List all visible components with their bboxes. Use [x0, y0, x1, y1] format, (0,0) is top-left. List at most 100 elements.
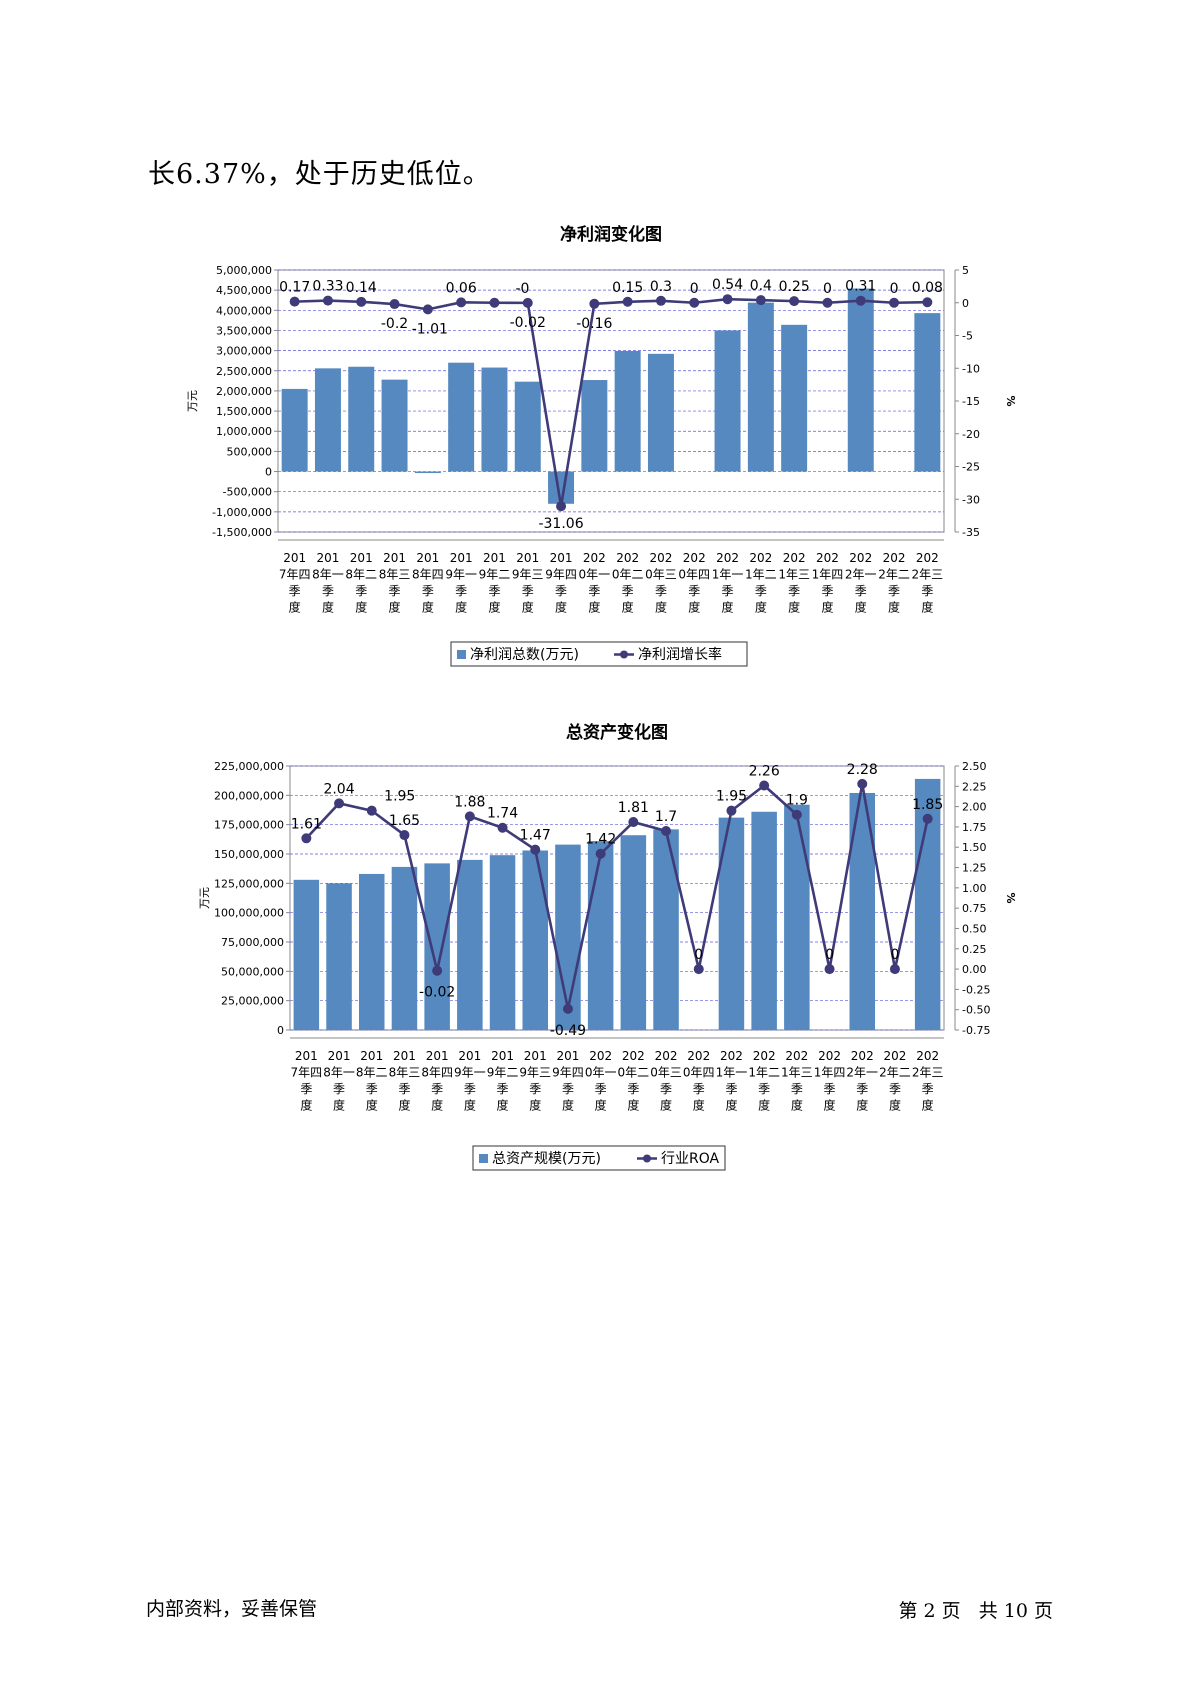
total-assets-chart: 总资产变化图 0 25,000,000 50,000,000 75,000,000 100… [0, 718, 1191, 1188]
legend-line-label: 净利润增长率 [638, 646, 722, 663]
footer-page-number: 第 2 页 共 10 页 [898, 1600, 1053, 1622]
x-tick-label: 202 1年一季度 [712, 551, 744, 615]
data-label: 0 [890, 947, 899, 963]
bar [751, 811, 777, 1030]
bar [747, 302, 774, 472]
line-point [791, 809, 802, 820]
data-label: 0.3 [650, 279, 672, 295]
y2-axis-title: % [1004, 892, 1017, 903]
y2-axis-title: % [1004, 395, 1017, 406]
bar [481, 367, 508, 472]
y2-tick-label: 1.00 [962, 882, 987, 895]
line-point [595, 848, 606, 859]
x-tick-label: 202 1年一季度 [716, 1049, 748, 1113]
data-label: 0.33 [312, 279, 343, 295]
chart-title: 总资产变化图 [566, 722, 668, 743]
x-tick-label: 201 9年二季度 [487, 1049, 519, 1113]
y-tick-label: -1,500,000 [212, 526, 272, 539]
data-label: -0.02 [419, 985, 455, 1001]
y-tick-label: 1,000,000 [216, 425, 272, 438]
y2-tick-label: 2.00 [962, 801, 987, 814]
x-tick-label: 202 1年二季度 [745, 551, 777, 615]
line-point [322, 295, 333, 306]
y2-tick-label: 1.75 [962, 821, 987, 834]
bar [620, 835, 647, 1030]
x-tick-label: 202 1年三季度 [781, 1049, 813, 1113]
x-tick-label: 201 9年四季度 [545, 551, 577, 615]
line-point [628, 817, 639, 828]
bar [348, 366, 375, 472]
y-tick-label: 75,000,000 [221, 936, 284, 949]
x-tick-label: 201 9年一季度 [445, 551, 477, 615]
y2-tick-label: 1.50 [962, 841, 987, 854]
line-point [301, 833, 312, 844]
bar [358, 873, 385, 1030]
line-point [366, 805, 377, 816]
line-point [661, 825, 672, 836]
y-tick-label: 200,000,000 [214, 789, 284, 802]
bar [714, 330, 741, 472]
y2-tick-label: 2.25 [962, 780, 987, 793]
legend-line-marker [643, 1154, 651, 1163]
legend-bar-label: 净利润总数(万元) [470, 647, 579, 663]
x-tick-label: 202 1年四季度 [814, 1049, 846, 1113]
y-tick-label: 50,000,000 [221, 965, 284, 978]
y-tick-label: 0 [265, 466, 272, 479]
x-tick-label: 201 7年四季度 [291, 1049, 323, 1113]
x-tick-label: 201 8年一季度 [323, 1049, 355, 1113]
data-label: 1.47 [520, 828, 551, 844]
intro-text: 长6.37%，处于历史低位。 [148, 159, 491, 190]
y2-tick-label: 1.25 [962, 862, 987, 875]
x-tick-label: 201 9年四季度 [552, 1049, 584, 1113]
bar [581, 380, 608, 472]
y2-tick-label: -15 [962, 395, 980, 408]
line-point [489, 297, 500, 308]
bar [653, 829, 679, 1030]
y-tick-label: 5,000,000 [216, 264, 272, 277]
bar [555, 844, 581, 1030]
y2-tick-label: -0.75 [962, 1024, 990, 1037]
y2-tick-label: 0.75 [962, 902, 987, 915]
y2-tick-label: 2.50 [962, 760, 987, 773]
data-label: 0.4 [750, 278, 772, 294]
data-label: 0 [694, 947, 703, 963]
bar [448, 362, 475, 472]
net-profit-chart-svg: 净利润变化图 -1,500,000 -1,000,000 -500,000 0 500,0… [186, 224, 1017, 667]
line-point [855, 295, 866, 306]
legend-box [472, 1145, 726, 1171]
line-point [562, 1003, 573, 1014]
line-point [824, 964, 835, 975]
x-tick-label: 202 2年二季度 [879, 1049, 911, 1113]
bar [489, 855, 516, 1030]
data-label: 2.04 [323, 781, 354, 797]
x-tick-label: 202 2年三季度 [912, 1049, 944, 1113]
footer-confidential: 内部资料，妥善保管 [146, 1598, 318, 1620]
data-label: 1.42 [585, 832, 616, 848]
y-tick-label: 1,500,000 [216, 405, 272, 418]
data-label: -0 [515, 281, 529, 297]
bar [847, 288, 874, 472]
y2-tick-label: -0.25 [962, 983, 990, 996]
y2-tick-label: 5 [962, 264, 969, 277]
data-label: 1.65 [389, 813, 420, 829]
x-tick-label: 202 0年二季度 [612, 551, 644, 615]
data-label: 1.74 [487, 806, 518, 822]
y-tick-label: 0 [277, 1024, 284, 1037]
data-label: -0.02 [510, 315, 546, 331]
x-tick-label: 202 2年一季度 [846, 1049, 878, 1113]
y-tick-label: 2,500,000 [216, 365, 272, 378]
line-point [530, 844, 541, 855]
line-point [755, 295, 766, 306]
data-label: 0.54 [712, 277, 743, 293]
y-tick-label: 3,500,000 [216, 324, 272, 337]
line-point [522, 297, 533, 308]
x-tick-label: 202 0年二季度 [618, 1049, 650, 1113]
line-point [497, 822, 508, 833]
data-label: 0.31 [845, 279, 876, 295]
legend-bar-swatch [479, 1154, 488, 1163]
line-point [655, 295, 666, 306]
bar [781, 324, 808, 472]
y-tick-label: 100,000,000 [214, 907, 284, 920]
bar [522, 850, 549, 1030]
y-tick-label: 500,000 [227, 445, 273, 458]
